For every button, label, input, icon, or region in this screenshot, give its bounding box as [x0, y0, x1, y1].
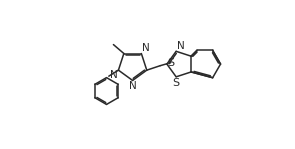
Text: N: N	[177, 41, 184, 51]
Text: S: S	[172, 78, 179, 88]
Text: N: N	[130, 81, 137, 91]
Text: S: S	[167, 58, 174, 68]
Text: N: N	[110, 70, 118, 80]
Text: N: N	[142, 43, 150, 53]
